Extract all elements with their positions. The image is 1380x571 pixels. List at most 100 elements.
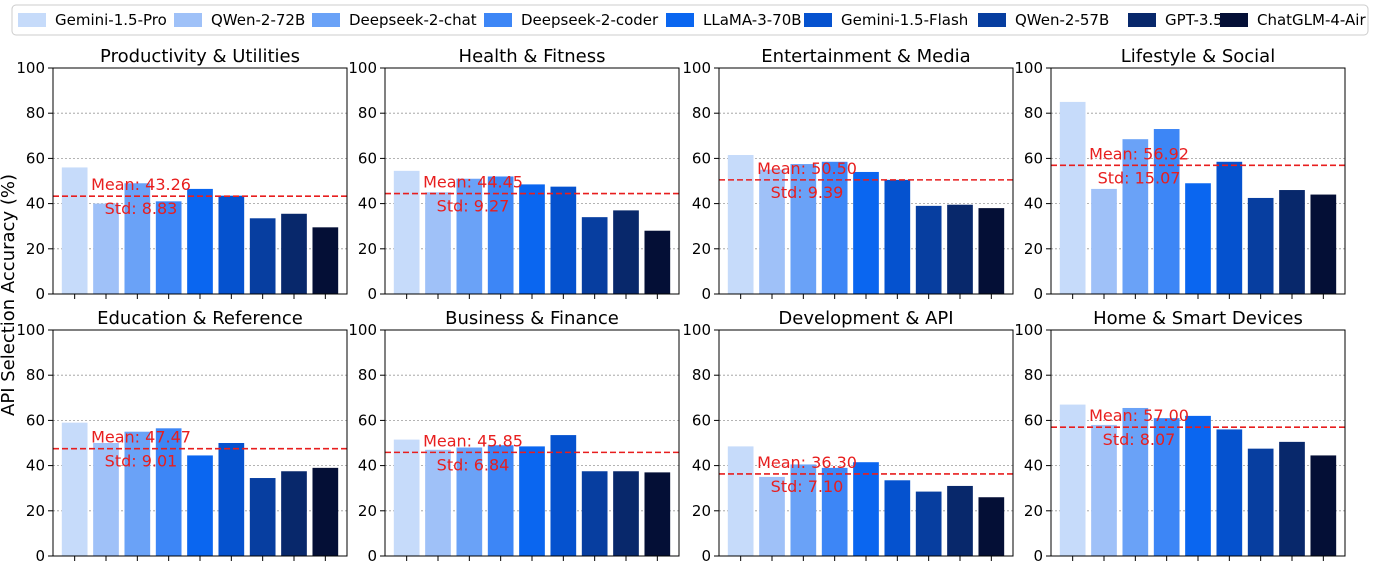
bar (456, 178, 483, 294)
bar (312, 467, 339, 556)
bar (727, 446, 754, 556)
y-tick-label: 20 (358, 502, 377, 520)
y-tick-label: 20 (26, 502, 45, 520)
panel-title: Lifestyle & Social (1121, 46, 1275, 67)
y-tick-label: 0 (367, 547, 377, 565)
axes-frame (52, 67, 348, 295)
bar (425, 449, 451, 556)
bar (821, 467, 848, 556)
bar (581, 471, 608, 556)
bar (124, 183, 151, 294)
legend-label: Gemini-1.5-Flash (841, 11, 968, 29)
y-tick-label: 60 (358, 411, 377, 429)
bar (1279, 190, 1305, 294)
legend-swatch (312, 13, 340, 27)
panel-title: Business & Finance (445, 308, 619, 329)
y-tick-label: 40 (1024, 457, 1043, 475)
bar (1091, 424, 1117, 556)
panel: 0 20 40 60 80 100 Development & API Mean: 36.30… (682, 308, 1014, 565)
y-tick-label: 60 (26, 411, 45, 429)
bar (1153, 129, 1180, 294)
std-annotation: Std: 8.07 (1103, 430, 1176, 449)
legend-label: LLaMA-3-70B (703, 11, 802, 29)
panel-title: Home & Smart Devices (1093, 308, 1303, 329)
std-annotation: Std: 7.10 (771, 477, 844, 496)
panel: 0 20 40 60 80 100 Entertainment & Media Mean: 5… (682, 46, 1014, 303)
y-tick-label: 20 (1024, 240, 1043, 258)
y-axis-label: API Selection Accuracy (%) (0, 174, 19, 416)
y-tick-label: 80 (692, 104, 711, 122)
y-tick-label: 60 (1024, 149, 1043, 167)
y-tick-label: 40 (692, 195, 711, 213)
legend-swatch (18, 13, 46, 27)
panels: 0 20 40 60 80 100 Productivity & Utilities Mean… (16, 46, 1346, 565)
bar (249, 478, 276, 556)
y-tick-label: 20 (692, 240, 711, 258)
bar (487, 176, 514, 294)
y-tick-label: 80 (358, 366, 377, 384)
axes-frame (1050, 67, 1346, 295)
bar (978, 497, 1005, 556)
bar (613, 471, 639, 556)
legend-label: Deepseek-2-coder (521, 11, 659, 29)
legend-swatch (978, 13, 1006, 27)
axes-frame (52, 329, 348, 557)
legend-label: Deepseek-2-chat (349, 11, 477, 29)
y-tick-label: 100 (348, 321, 377, 339)
bar (613, 210, 639, 294)
std-annotation: Std: 9.01 (105, 452, 178, 471)
y-tick-label: 40 (26, 457, 45, 475)
y-tick-label: 0 (35, 547, 45, 565)
y-tick-label: 40 (692, 457, 711, 475)
bar (1247, 448, 1274, 556)
panel-title: Productivity & Utilities (100, 46, 300, 67)
y-tick-label: 40 (358, 457, 377, 475)
y-tick-label: 0 (35, 285, 45, 303)
bar (187, 188, 213, 294)
bar (312, 227, 339, 294)
bar (218, 195, 245, 294)
y-tick-label: 0 (367, 285, 377, 303)
bar (124, 431, 151, 556)
std-annotation: Std: 9.39 (771, 183, 844, 202)
panel-title: Education & Reference (97, 308, 303, 329)
bar (93, 443, 119, 556)
bar (759, 169, 785, 294)
y-tick-label: 60 (692, 411, 711, 429)
mean-annotation: Mean: 47.47 (91, 428, 191, 447)
panel-title: Entertainment & Media (761, 46, 970, 67)
mean-annotation: Mean: 50.50 (757, 159, 857, 178)
bar (947, 485, 973, 556)
legend-label: Gemini-1.5-Pro (55, 11, 167, 29)
y-tick-label: 100 (682, 321, 711, 339)
mean-annotation: Mean: 43.26 (91, 175, 191, 194)
std-annotation: Std: 9.27 (437, 197, 510, 216)
legend-swatch (484, 13, 512, 27)
bar (1216, 161, 1243, 294)
bar (1279, 441, 1305, 556)
y-tick-label: 0 (701, 285, 711, 303)
bar (93, 203, 119, 294)
legend-swatch (666, 13, 694, 27)
y-tick-label: 0 (1033, 285, 1043, 303)
bar (1310, 455, 1337, 556)
bar (915, 205, 942, 294)
bar (519, 184, 545, 294)
bar (155, 428, 182, 556)
mean-annotation: Mean: 56.92 (1089, 144, 1189, 163)
panel: 0 20 40 60 80 100 Productivity & Utilities Mean… (16, 46, 348, 303)
bar (249, 218, 276, 294)
axes-frame (384, 67, 680, 295)
y-tick-label: 80 (692, 366, 711, 384)
y-tick-label: 80 (26, 104, 45, 122)
bar (1247, 197, 1274, 294)
y-tick-label: 40 (26, 195, 45, 213)
bar (1059, 101, 1086, 295)
bar (487, 445, 514, 556)
panel: 0 20 40 60 80 100 Lifestyle & Social Mean: 56.9… (1014, 46, 1346, 303)
bar (425, 192, 451, 294)
bar (1310, 194, 1337, 294)
panel: 0 20 40 60 80 100 Health & Fitness Mean: 44.45 S… (348, 46, 680, 303)
bar (187, 455, 213, 556)
